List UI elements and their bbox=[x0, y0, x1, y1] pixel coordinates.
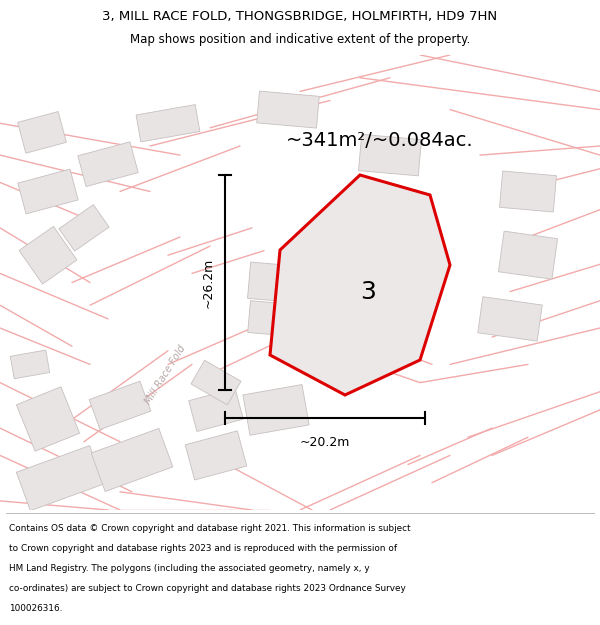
Text: HM Land Registry. The polygons (including the associated geometry, namely x, y: HM Land Registry. The polygons (includin… bbox=[9, 564, 370, 573]
Polygon shape bbox=[78, 142, 138, 187]
Polygon shape bbox=[16, 446, 104, 511]
Polygon shape bbox=[188, 388, 244, 431]
Polygon shape bbox=[248, 301, 304, 337]
Polygon shape bbox=[89, 381, 151, 429]
Polygon shape bbox=[257, 91, 319, 128]
Text: co-ordinates) are subject to Crown copyright and database rights 2023 Ordnance S: co-ordinates) are subject to Crown copyr… bbox=[9, 584, 406, 593]
Polygon shape bbox=[191, 360, 241, 405]
Polygon shape bbox=[185, 431, 247, 480]
Polygon shape bbox=[478, 297, 542, 341]
Text: to Crown copyright and database rights 2023 and is reproduced with the permissio: to Crown copyright and database rights 2… bbox=[9, 544, 397, 553]
Polygon shape bbox=[500, 171, 556, 212]
Polygon shape bbox=[270, 175, 450, 395]
Polygon shape bbox=[17, 111, 67, 153]
Polygon shape bbox=[359, 134, 421, 176]
Polygon shape bbox=[136, 104, 200, 142]
Polygon shape bbox=[19, 226, 77, 284]
Polygon shape bbox=[243, 384, 309, 435]
Text: 100026316.: 100026316. bbox=[9, 604, 62, 613]
Text: 3: 3 bbox=[360, 280, 376, 304]
Text: Contains OS data © Crown copyright and database right 2021. This information is : Contains OS data © Crown copyright and d… bbox=[9, 524, 410, 532]
Polygon shape bbox=[359, 284, 421, 326]
Polygon shape bbox=[18, 169, 78, 214]
Text: ~26.2m: ~26.2m bbox=[202, 258, 215, 308]
Polygon shape bbox=[499, 231, 557, 279]
Text: ~341m²/~0.084ac.: ~341m²/~0.084ac. bbox=[286, 131, 474, 149]
Text: ~20.2m: ~20.2m bbox=[300, 436, 350, 449]
Polygon shape bbox=[10, 350, 50, 379]
Text: Map shows position and indicative extent of the property.: Map shows position and indicative extent… bbox=[130, 33, 470, 46]
Polygon shape bbox=[59, 204, 109, 251]
Polygon shape bbox=[91, 428, 173, 491]
Polygon shape bbox=[16, 387, 80, 451]
Text: Mill Race Fold: Mill Race Fold bbox=[143, 344, 187, 406]
Polygon shape bbox=[248, 262, 304, 303]
Text: 3, MILL RACE FOLD, THONGSBRIDGE, HOLMFIRTH, HD9 7HN: 3, MILL RACE FOLD, THONGSBRIDGE, HOLMFIR… bbox=[103, 10, 497, 23]
